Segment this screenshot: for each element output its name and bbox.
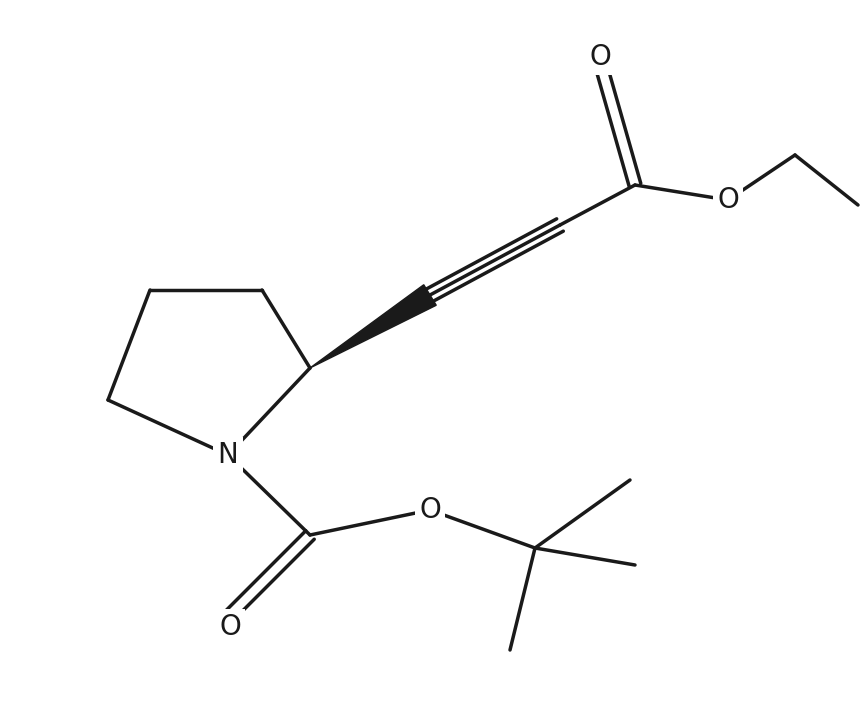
Text: N: N (218, 441, 239, 469)
Text: O: O (589, 43, 611, 71)
Polygon shape (310, 285, 437, 368)
Text: O: O (419, 496, 441, 524)
Text: O: O (717, 186, 739, 214)
Text: O: O (219, 613, 241, 641)
